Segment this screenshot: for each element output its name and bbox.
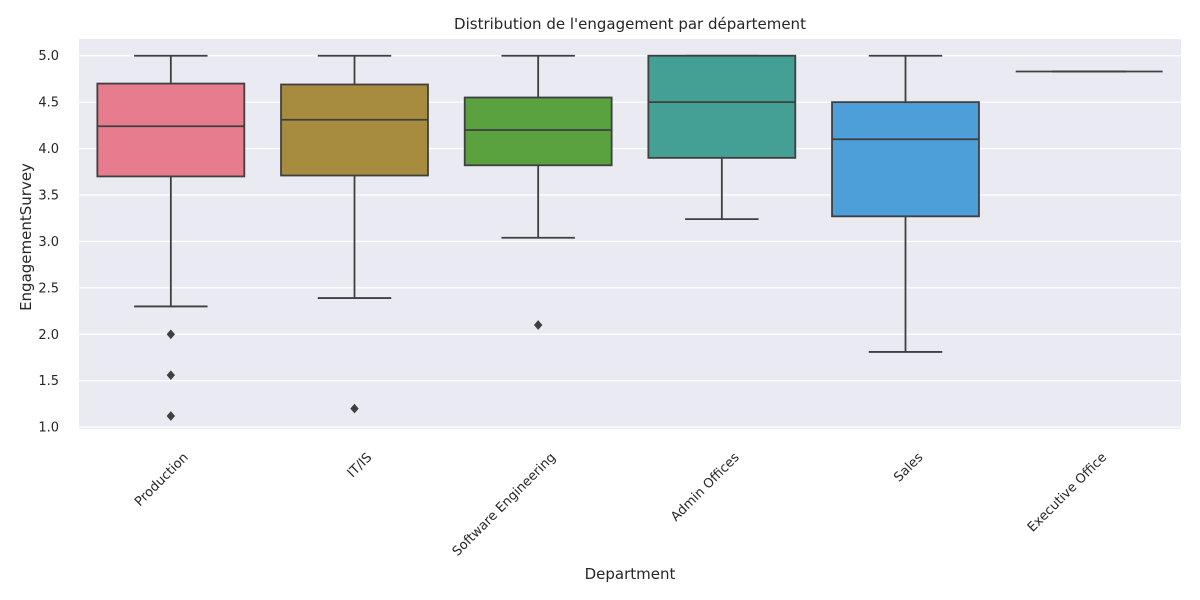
y-tick-label: 3.5 <box>38 189 59 204</box>
y-tick-label: 1.5 <box>38 374 59 389</box>
boxes-layer <box>96 54 1163 421</box>
box-iqr <box>280 83 429 177</box>
x-tick-labels: Production IT/IS Software Engineering Admin… <box>132 450 1110 559</box>
box-sales <box>831 54 980 353</box>
plot-background <box>79 39 1181 429</box>
outlier-point <box>350 403 359 414</box>
outlier-point <box>166 370 176 380</box>
x-tick-label: Sales <box>891 450 926 485</box>
y-tick-label: 5.0 <box>38 49 59 64</box>
outlier-point <box>166 329 176 340</box>
outlier-point <box>166 411 176 421</box>
box-production <box>96 54 246 421</box>
y-tick-label: 4.0 <box>38 142 59 157</box>
y-tick-label: 2.0 <box>38 328 59 343</box>
y-tick-label: 1.0 <box>38 421 59 436</box>
box-iqr <box>647 54 797 159</box>
box-it-is <box>280 54 429 414</box>
box-iqr <box>96 82 246 178</box>
x-tick-label: Admin Offices <box>668 450 743 525</box>
y-tick-label: 2.5 <box>38 281 59 296</box>
x-tick-label: Production <box>132 450 192 510</box>
y-tick-labels: 1.0 1.5 2.0 2.5 3.0 3.5 4.0 4.5 5.0 <box>38 49 59 435</box>
box-iqr <box>463 96 613 167</box>
grid-lines <box>79 55 1181 428</box>
outlier-point <box>533 320 543 330</box>
box-software-engineering <box>463 54 613 330</box>
box-admin-offices <box>647 54 797 221</box>
y-tick-label: 4.5 <box>38 96 59 111</box>
x-tick-label: Software Engineering <box>450 450 559 559</box>
box-iqr <box>831 101 980 218</box>
y-axis-label: EngagementSurvey <box>17 163 35 311</box>
x-tick-label: Executive Office <box>1025 450 1110 535</box>
x-tick-label: IT/IS <box>345 450 376 481</box>
chart-title: Distribution de l'engagement par départe… <box>454 15 806 33</box>
x-axis-label: Department <box>585 565 676 583</box>
y-tick-label: 3.0 <box>38 235 59 250</box>
